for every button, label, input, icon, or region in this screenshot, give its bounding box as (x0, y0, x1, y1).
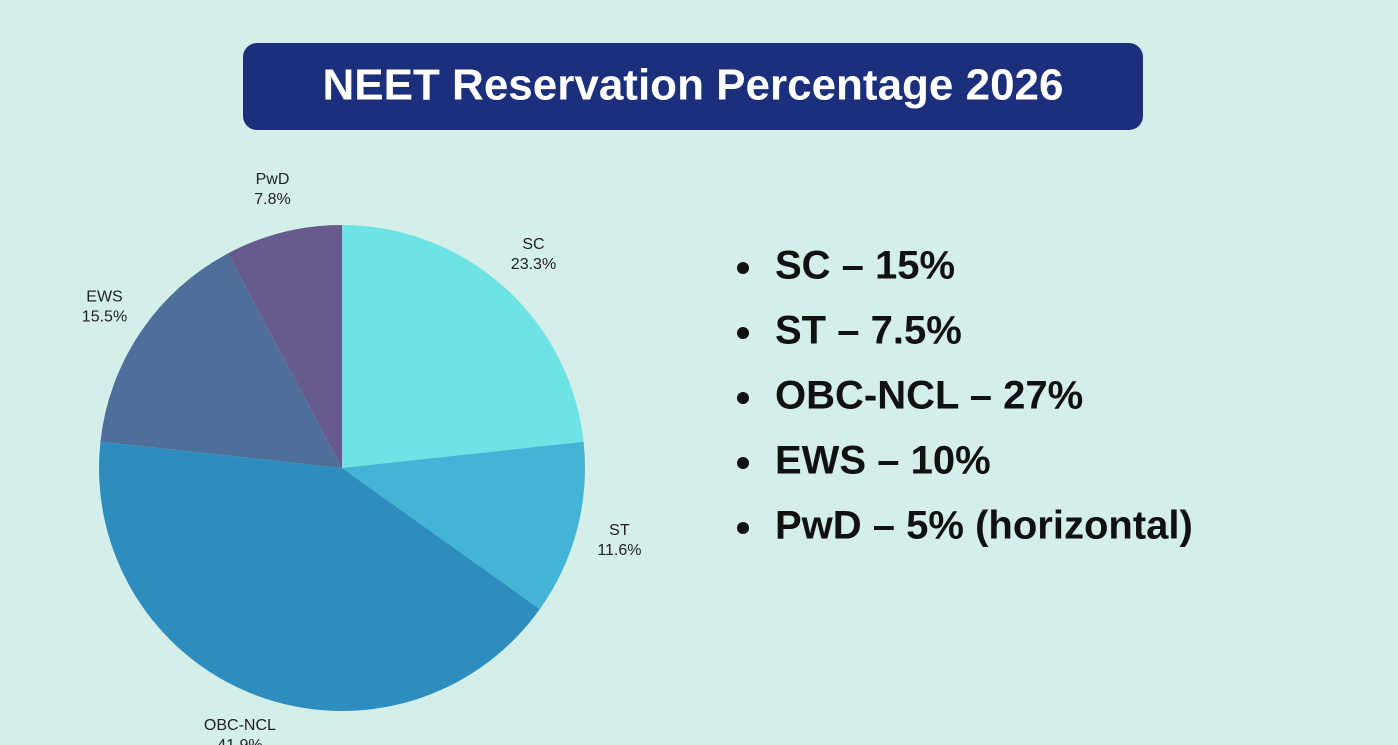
slice-value-label: 23.3% (511, 256, 556, 273)
bullet-text: OBC-NCL – 27% (775, 374, 1083, 418)
slice-category: SC (522, 236, 544, 253)
bullet-dot (737, 457, 749, 469)
bullet-list: SC – 15% ST – 7.5% OBC-NCL – 27% EWS – 10% P… (737, 244, 1193, 548)
pie-slice (100, 253, 342, 468)
slice-category: EWS (86, 289, 122, 306)
slice-category: ST (609, 522, 630, 539)
slice-value-label: 15.5% (82, 309, 127, 326)
pie-slice (227, 225, 342, 468)
pie: SC 23.3% ST 11.6% OBC-NCL 41.9% EWS 15.5% PwD 7.8… (82, 171, 642, 745)
chart-title: NEET Reservation Percentage 2026 (322, 61, 1063, 110)
pie-slice (99, 441, 540, 711)
title-box (243, 43, 1143, 130)
slice-value-label: 7.8% (254, 191, 290, 208)
slice-value-label: 41.9% (217, 737, 262, 745)
slice-value-label: 11.6% (597, 542, 641, 559)
pie-slice (342, 441, 585, 610)
bullet-text: ST – 7.5% (775, 309, 962, 353)
bullet-dot (737, 262, 749, 274)
slice-category: PwD (256, 171, 290, 188)
slice-category: OBC-NCL (204, 717, 276, 734)
bullet-text: SC – 15% (775, 244, 955, 288)
pie-slice (342, 225, 584, 468)
bullet-dot (737, 392, 749, 404)
bullet-dot (737, 327, 749, 339)
bullet-text: EWS – 10% (775, 439, 991, 483)
bullet-dot (737, 522, 749, 534)
bullet-text: PwD – 5% (horizontal) (775, 504, 1193, 548)
